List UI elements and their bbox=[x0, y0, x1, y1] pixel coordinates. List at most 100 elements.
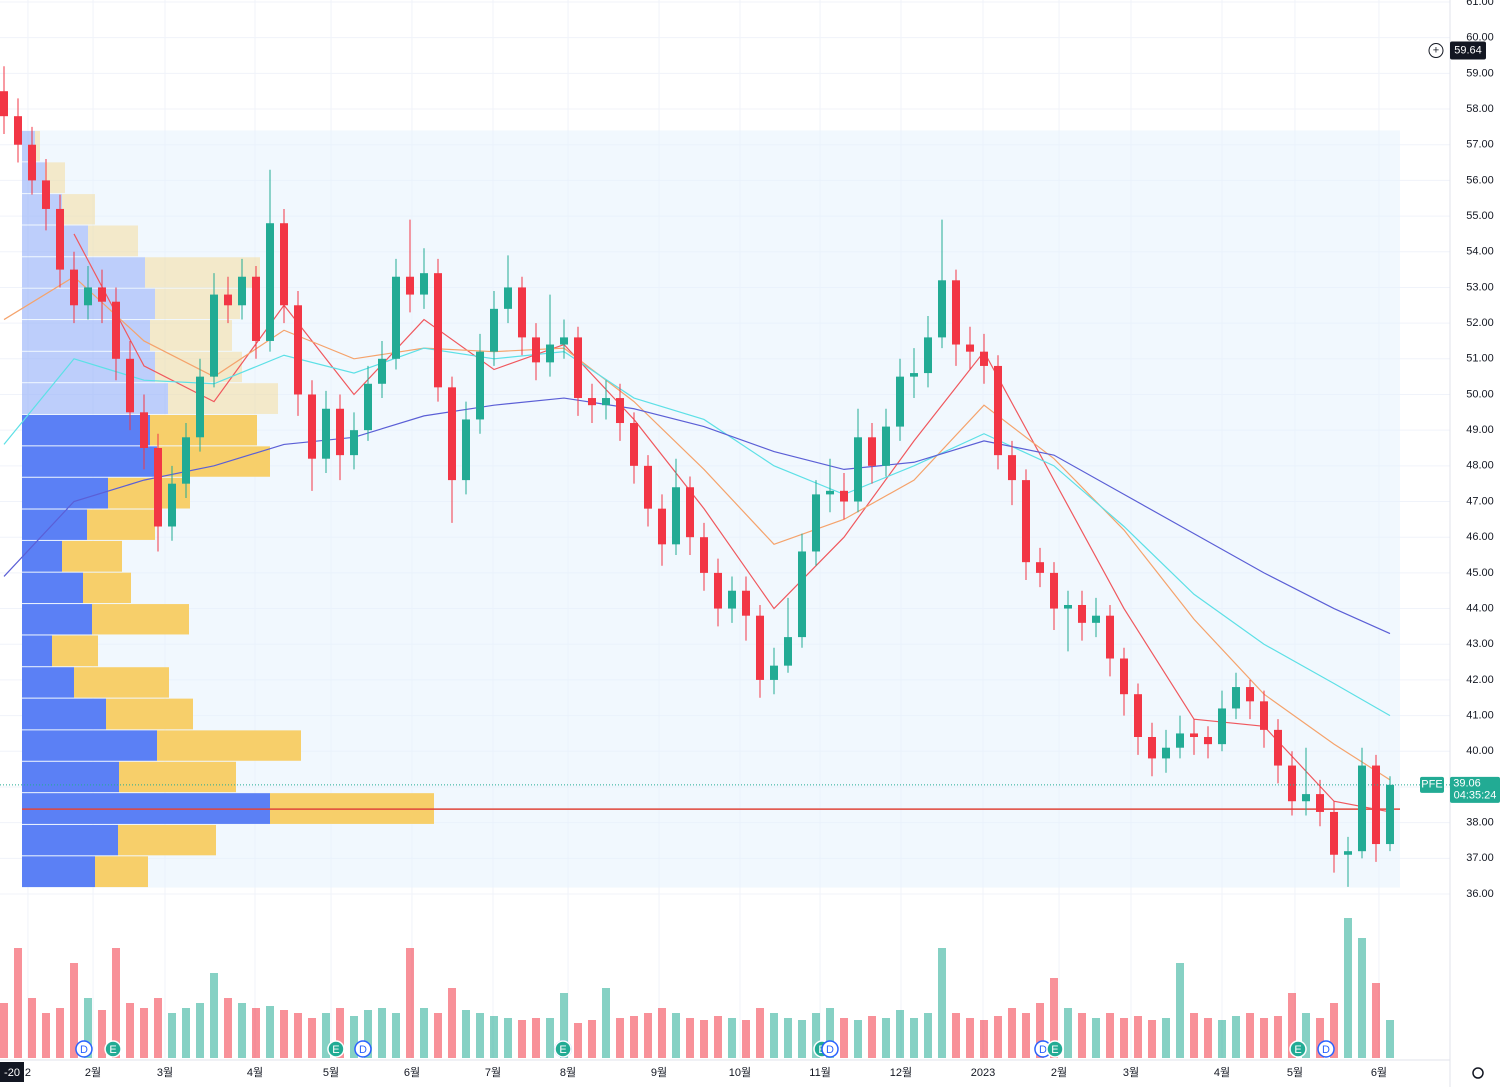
volume-bar bbox=[1218, 1020, 1226, 1058]
volume-bar bbox=[434, 1013, 442, 1058]
volume-bar bbox=[1302, 1013, 1310, 1058]
candle-body bbox=[952, 280, 960, 345]
volume-bar bbox=[0, 1003, 8, 1058]
moving-average bbox=[3, 275, 1391, 781]
volume-bar bbox=[1036, 1003, 1044, 1058]
volume-bar bbox=[546, 1018, 554, 1058]
candle-body bbox=[742, 590, 750, 616]
volume-bar bbox=[294, 1013, 302, 1058]
candle-body bbox=[126, 358, 134, 413]
profile-up bbox=[22, 414, 150, 446]
x-tick-label: 3월 bbox=[157, 1066, 173, 1079]
volume-bar bbox=[1246, 1013, 1254, 1058]
y-tick-label: 45.00 bbox=[1466, 567, 1494, 579]
profile-down bbox=[157, 446, 270, 477]
volume-bar bbox=[336, 1008, 344, 1058]
y-tick-label: 43.00 bbox=[1466, 638, 1494, 650]
candle-body bbox=[980, 351, 988, 366]
volume-bar bbox=[1330, 1003, 1338, 1058]
y-tick-label: 47.00 bbox=[1466, 495, 1494, 507]
y-tick-label: 38.00 bbox=[1466, 817, 1494, 829]
profile-up bbox=[22, 257, 145, 288]
event-marker: D bbox=[75, 1040, 93, 1058]
event-marker: E bbox=[1046, 1040, 1064, 1058]
volume-bar bbox=[1358, 938, 1366, 1058]
profile-area bbox=[22, 130, 1400, 888]
y-tick-label: 52.00 bbox=[1466, 317, 1494, 329]
x-tick-label: 4월 bbox=[1214, 1066, 1230, 1079]
volume-bar bbox=[1008, 1008, 1016, 1058]
date-fragment: -20 bbox=[4, 1067, 20, 1079]
volume-bar bbox=[1232, 1016, 1240, 1058]
candle-body bbox=[938, 280, 946, 338]
x-tick-label: 3월 bbox=[1123, 1066, 1139, 1079]
volume-bar bbox=[700, 1020, 708, 1058]
y-tick-label: 40.00 bbox=[1466, 745, 1494, 757]
event-marker: D bbox=[1317, 1040, 1335, 1058]
event-label: D bbox=[80, 1044, 88, 1056]
profile-up bbox=[22, 761, 119, 793]
volume-bar bbox=[322, 1013, 330, 1058]
volume-bar bbox=[154, 998, 162, 1058]
x-tick-label: 2월 bbox=[1051, 1066, 1067, 1079]
volume-bar bbox=[1344, 918, 1352, 1058]
candle-body bbox=[1148, 737, 1156, 759]
candle-body bbox=[910, 373, 918, 377]
symbol-bg bbox=[1420, 776, 1444, 793]
profile-up bbox=[22, 604, 92, 635]
x-tick-label: 9월 bbox=[651, 1066, 667, 1079]
volume-bar bbox=[686, 1018, 694, 1058]
event-label: D bbox=[1039, 1044, 1047, 1056]
profile-down bbox=[92, 604, 189, 635]
candle-body bbox=[224, 294, 232, 306]
candle-body bbox=[84, 287, 92, 306]
settings-button[interactable] bbox=[1472, 1067, 1484, 1079]
candle-body bbox=[1204, 737, 1212, 745]
y-tick-label: 51.00 bbox=[1466, 353, 1494, 365]
profile-down bbox=[119, 761, 236, 793]
x-tick-label: 2023 bbox=[971, 1067, 995, 1079]
profile-up bbox=[22, 856, 95, 888]
volume-bar bbox=[588, 1020, 596, 1058]
volume-bar bbox=[532, 1018, 540, 1058]
volume-bar bbox=[56, 1008, 64, 1058]
volume-bar bbox=[616, 1018, 624, 1058]
x-tick-label: 5월 bbox=[1287, 1066, 1303, 1079]
add-button[interactable] bbox=[1428, 43, 1444, 59]
candle-body bbox=[364, 383, 372, 431]
x-tick-label: 10월 bbox=[729, 1066, 751, 1079]
y-tick-label: 49.00 bbox=[1466, 424, 1494, 436]
candle-body bbox=[966, 344, 974, 352]
profile-up bbox=[22, 225, 88, 257]
candle-body bbox=[378, 358, 386, 384]
symbol-label: PFE bbox=[1421, 779, 1442, 791]
volume-bar bbox=[756, 1008, 764, 1058]
y-tick-label: 44.00 bbox=[1466, 602, 1494, 614]
candle-body bbox=[0, 91, 8, 117]
candle-body bbox=[672, 487, 680, 545]
event-label: E bbox=[1051, 1044, 1058, 1056]
volume-bar bbox=[28, 998, 36, 1058]
volume-bar bbox=[1092, 1018, 1100, 1058]
volume-bar bbox=[420, 1008, 428, 1058]
y-tick-label: 41.00 bbox=[1466, 710, 1494, 722]
volume-bar bbox=[42, 1013, 50, 1058]
event-label: D bbox=[1322, 1044, 1330, 1056]
volume-bar bbox=[350, 1016, 358, 1058]
candle-body bbox=[770, 665, 778, 680]
profile-down bbox=[87, 509, 155, 540]
candle-body bbox=[1372, 765, 1380, 845]
candle-body bbox=[784, 637, 792, 666]
candle-body bbox=[140, 412, 148, 448]
volume-bar bbox=[238, 1003, 246, 1058]
event-label: E bbox=[332, 1044, 339, 1056]
volume-bar bbox=[1176, 963, 1184, 1058]
candle-body bbox=[1120, 658, 1128, 695]
candle-body bbox=[1246, 687, 1254, 702]
volume-bar bbox=[1022, 1013, 1030, 1058]
volume-bar bbox=[1050, 978, 1058, 1058]
y-tick-label: 56.00 bbox=[1466, 174, 1494, 186]
event-marker: E bbox=[327, 1040, 345, 1058]
candle-body bbox=[714, 572, 722, 609]
event-badge bbox=[327, 1040, 345, 1058]
